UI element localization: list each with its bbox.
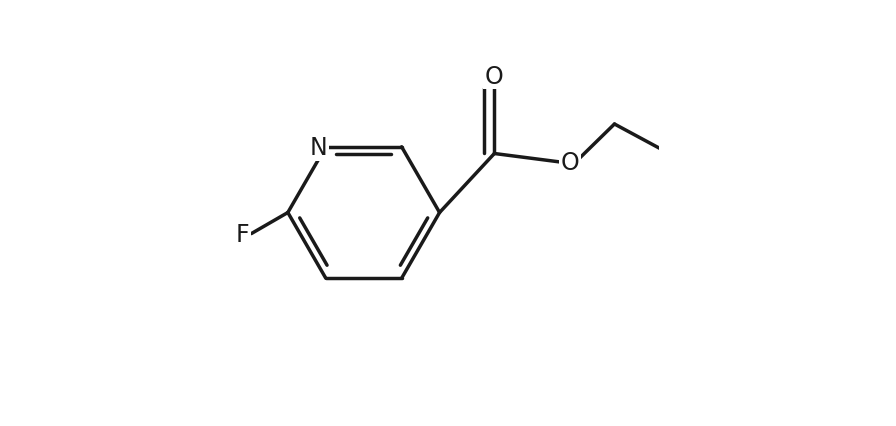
Text: O: O [485, 64, 504, 88]
Text: F: F [236, 222, 249, 246]
Text: O: O [561, 150, 580, 175]
Text: N: N [309, 135, 327, 159]
